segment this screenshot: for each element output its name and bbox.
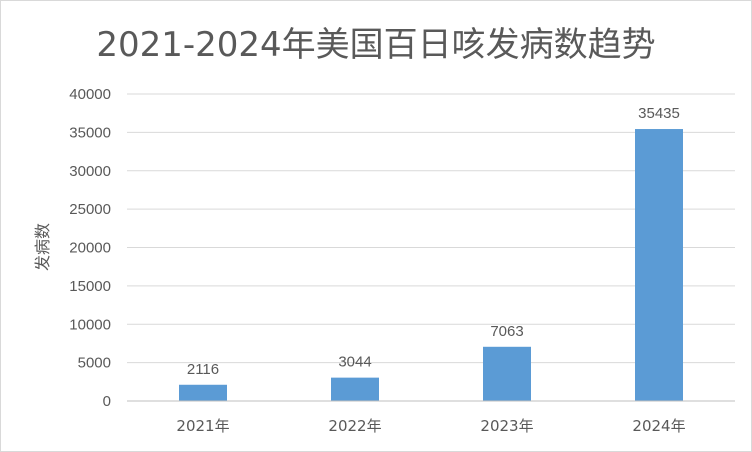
- x-tick-label: 2023年: [480, 417, 533, 435]
- bar: [179, 384, 227, 401]
- y-tick-label: 30000: [69, 163, 111, 180]
- y-tick-label: 10000: [69, 316, 111, 333]
- y-tick-label: 15000: [69, 278, 111, 295]
- y-tick-label: 5000: [78, 355, 111, 372]
- y-tick-label: 40000: [69, 86, 111, 103]
- x-tick-label: 2021年: [176, 417, 229, 435]
- y-tick-label: 35000: [69, 124, 111, 141]
- bar: [635, 129, 683, 401]
- chart-title: 2021-2024年美国百日咳发病数趋势: [96, 25, 656, 65]
- y-tick-label: 25000: [69, 201, 111, 218]
- bar: [483, 346, 531, 401]
- data-label: 3044: [338, 354, 371, 371]
- x-tick-label: 2024年: [632, 417, 685, 435]
- y-tick-label: 0: [103, 393, 111, 410]
- data-label: 2116: [187, 361, 219, 378]
- data-label: 7063: [490, 323, 523, 340]
- bar: [331, 377, 379, 401]
- x-tick-label: 2022年: [328, 417, 381, 435]
- y-tick-label: 20000: [69, 240, 111, 257]
- data-label: 35435: [638, 105, 680, 122]
